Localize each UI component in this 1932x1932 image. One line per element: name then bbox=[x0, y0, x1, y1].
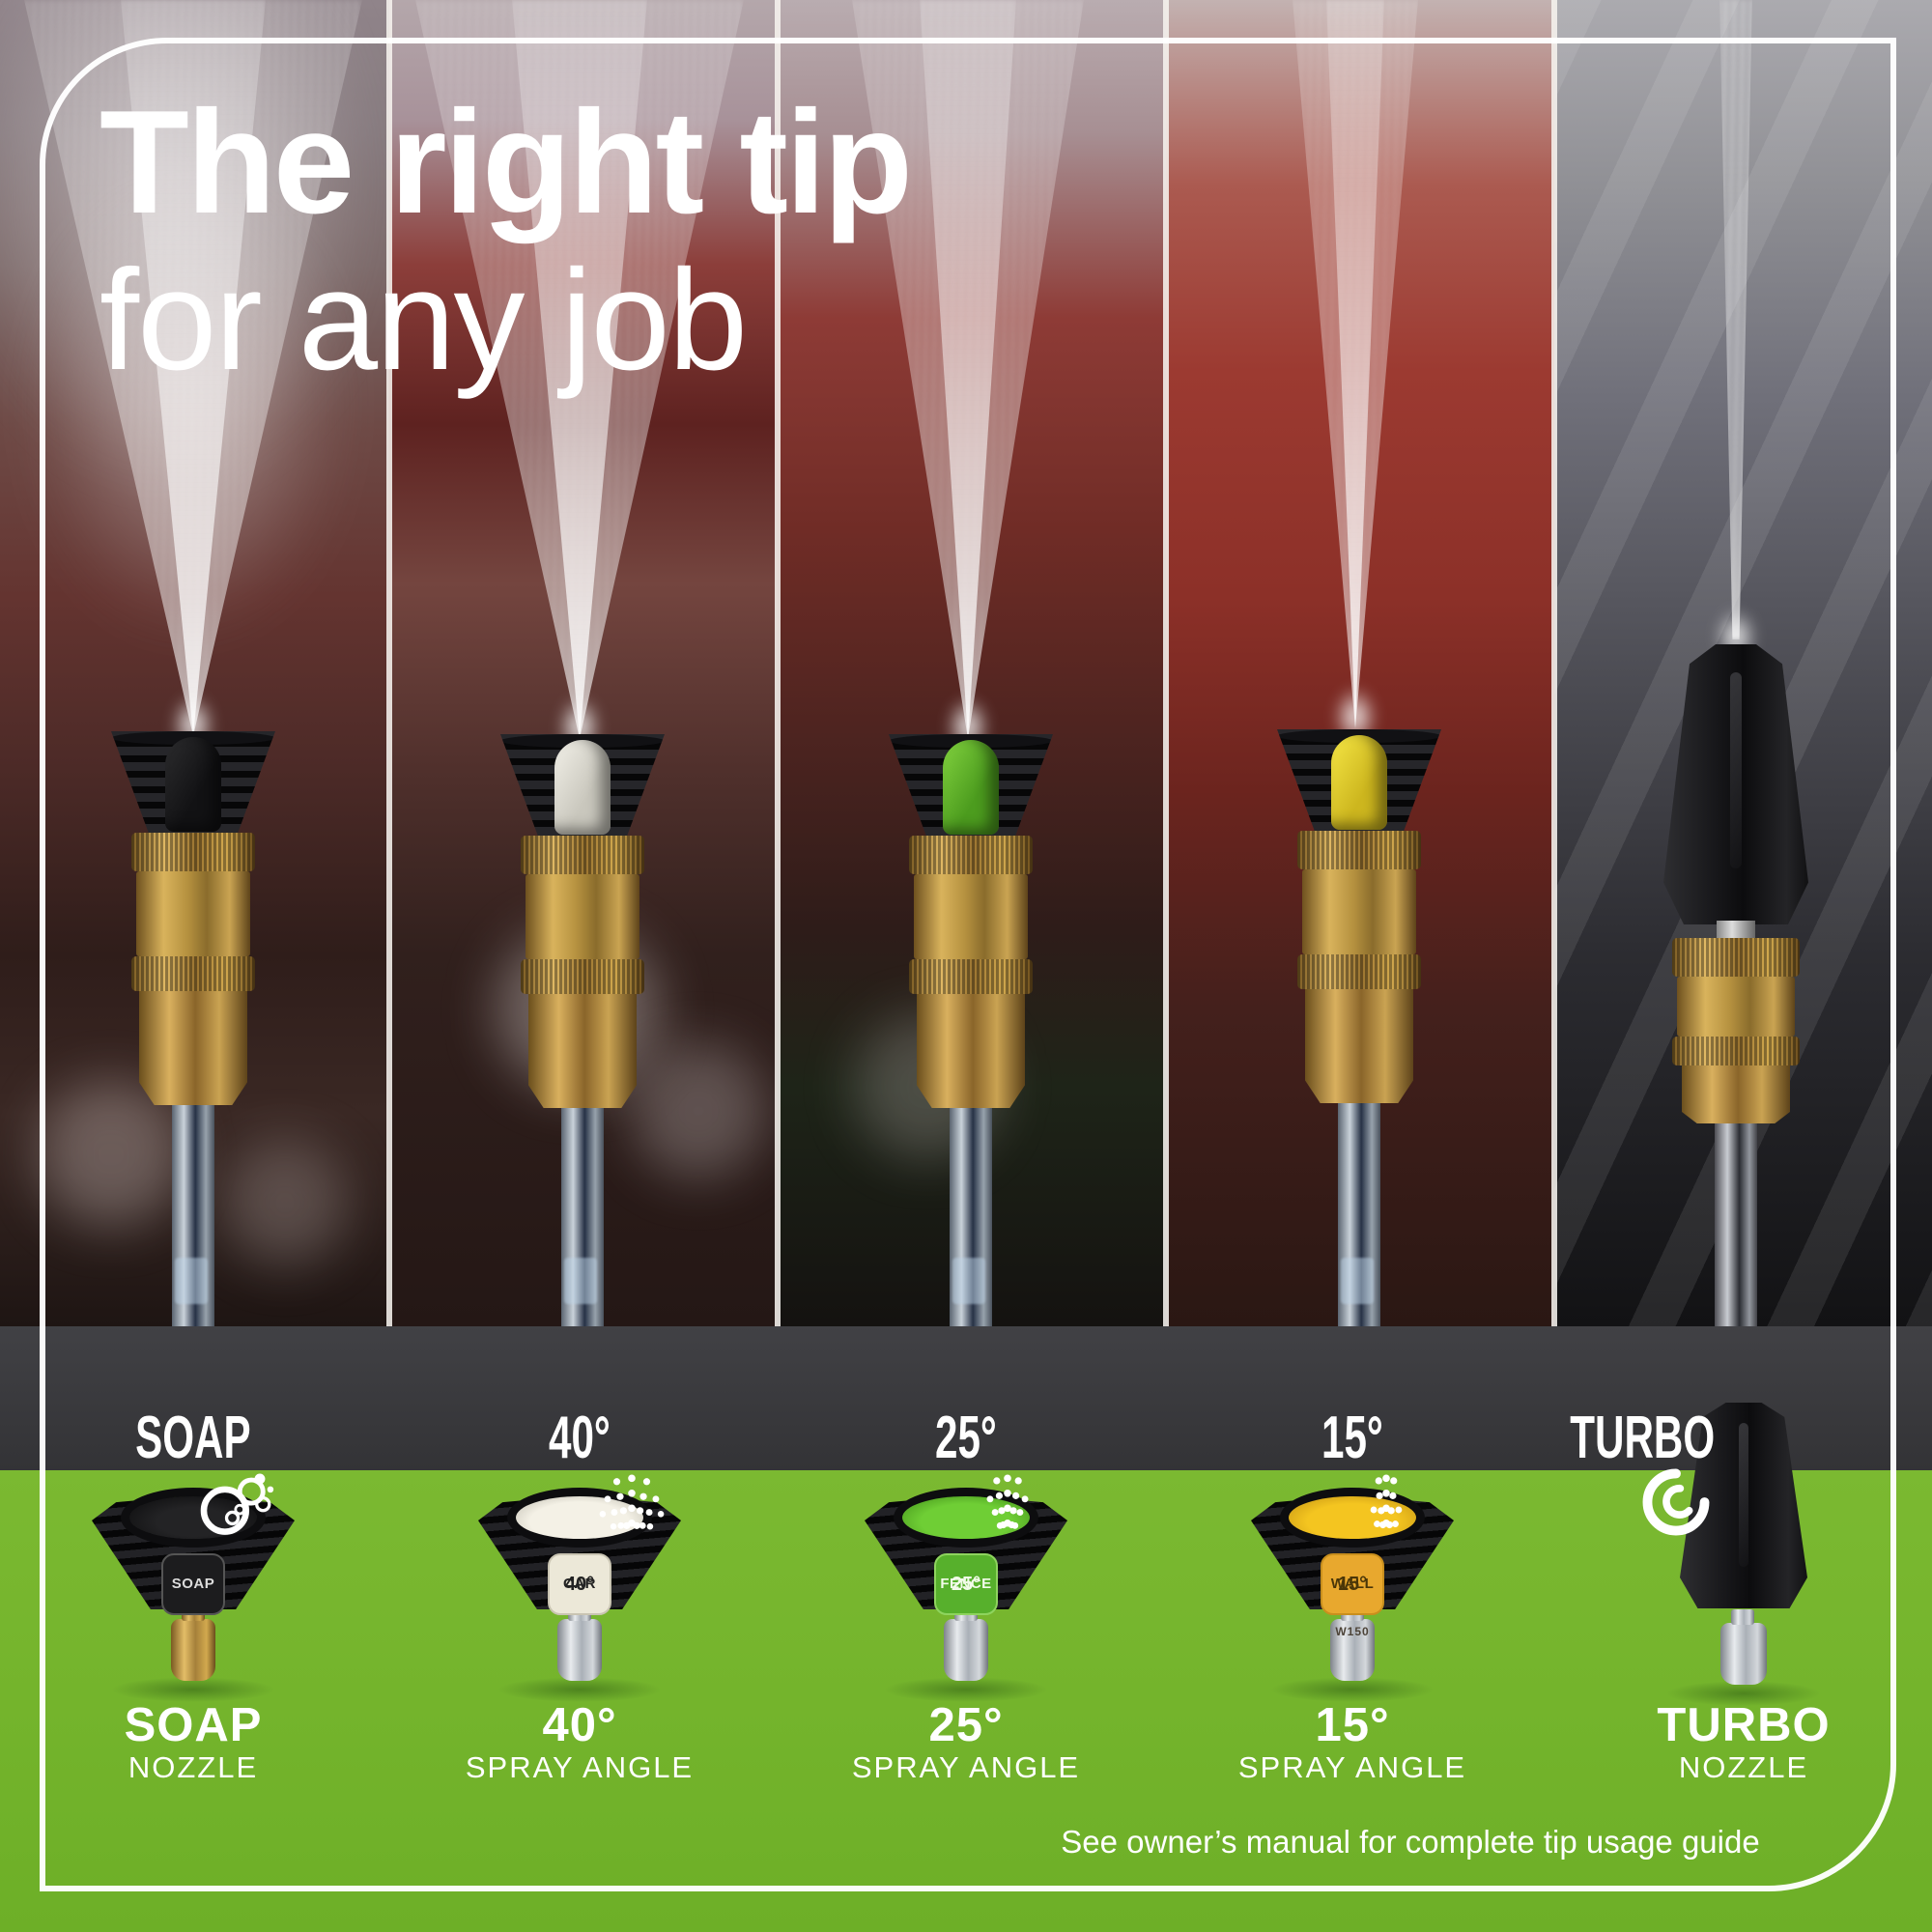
band-column-soap: SOAP bbox=[48, 1333, 338, 1535]
rod-label bbox=[1341, 1258, 1374, 1304]
quick-connect-plug bbox=[1720, 1609, 1767, 1685]
quick-connect-plug bbox=[171, 1605, 215, 1681]
product-type-40: SPRAY ANGLE bbox=[465, 1750, 695, 1784]
rod-label bbox=[564, 1258, 597, 1304]
nozzle-insert-black bbox=[165, 737, 221, 832]
title-line-1: The right tip bbox=[99, 80, 913, 244]
coupler-hex bbox=[528, 994, 637, 1108]
coupler-knurl bbox=[909, 959, 1033, 994]
rod-label bbox=[175, 1258, 208, 1304]
panel-divider bbox=[1551, 0, 1557, 1326]
nozzle-badge: 15° WALL bbox=[1321, 1553, 1384, 1615]
nozzle-opening bbox=[1280, 1488, 1425, 1548]
product-name-40: 40° bbox=[542, 1699, 617, 1751]
band-label-soap: SOAP bbox=[135, 1405, 251, 1471]
coupler-knurl bbox=[131, 833, 255, 871]
badge-line2: CAR bbox=[563, 1576, 596, 1593]
bokeh-blob bbox=[39, 1082, 184, 1227]
coupler-knurl bbox=[131, 956, 255, 991]
coupler-knurl bbox=[1297, 831, 1421, 869]
product-shadow bbox=[1666, 1681, 1821, 1706]
product-shadow bbox=[497, 1677, 662, 1702]
band-column-turbo: TURBO bbox=[1497, 1333, 1787, 1536]
product-type-15: SPRAY ANGLE bbox=[1237, 1750, 1467, 1784]
photo-panel-15 bbox=[1166, 0, 1554, 1326]
coupler-hex bbox=[917, 994, 1025, 1108]
coupler-hex bbox=[1682, 1065, 1790, 1123]
coupler-knurl bbox=[1297, 954, 1421, 989]
product-type-turbo: NOZZLE bbox=[1678, 1750, 1809, 1784]
badge-line1: 25° bbox=[951, 1573, 981, 1595]
nozzle-badge: 25° FENCE bbox=[934, 1553, 998, 1615]
coupler-hex bbox=[1305, 989, 1413, 1103]
band-label-15: 15° bbox=[1321, 1405, 1383, 1471]
product-type-soap: NOZZLE bbox=[128, 1750, 259, 1784]
rod-label bbox=[952, 1258, 985, 1304]
quick-connect-plug bbox=[944, 1605, 988, 1681]
coupler-body bbox=[1302, 869, 1416, 954]
product-name-25: 25° bbox=[928, 1699, 1004, 1751]
coupler-body bbox=[1677, 977, 1795, 1037]
bokeh-blob bbox=[631, 1043, 766, 1179]
badge-line2: WALL bbox=[1330, 1576, 1375, 1593]
product-name-soap: SOAP bbox=[124, 1699, 263, 1751]
turbo-cone bbox=[1663, 644, 1808, 924]
nozzle-opening bbox=[894, 1488, 1038, 1548]
nozzle-opening bbox=[507, 1488, 652, 1548]
panel-divider bbox=[1163, 0, 1169, 1326]
product-type-25: SPRAY ANGLE bbox=[851, 1750, 1081, 1784]
bokeh-blob bbox=[222, 1140, 348, 1265]
band-label-25: 25° bbox=[935, 1405, 997, 1471]
coupler-body bbox=[914, 874, 1028, 959]
nozzle-badge: 40° CAR bbox=[548, 1553, 611, 1615]
coupler-knurl bbox=[521, 836, 644, 874]
quick-connect-plug: W150 bbox=[1330, 1605, 1375, 1681]
badge-line1: 15° bbox=[1337, 1573, 1368, 1595]
coupler-knurl bbox=[521, 959, 644, 994]
lance-rod bbox=[1715, 1123, 1757, 1326]
badge-line2: FENCE bbox=[940, 1576, 992, 1593]
coupler-body bbox=[136, 871, 250, 956]
title-line-2: for any job bbox=[99, 241, 748, 400]
band-column-25: 25° bbox=[821, 1333, 1111, 1529]
coupler-hex bbox=[139, 991, 247, 1105]
coupler-neck bbox=[1717, 921, 1755, 938]
panel-divider bbox=[775, 0, 781, 1326]
footnote: See owner’s manual for complete tip usag… bbox=[1061, 1824, 1760, 1860]
band-label-40: 40° bbox=[549, 1405, 611, 1471]
nozzle-badge: SOAP bbox=[161, 1553, 225, 1615]
photo-panel-soap bbox=[0, 0, 389, 1326]
quick-connect-plug bbox=[557, 1605, 602, 1681]
badge-line2: SOAP bbox=[171, 1576, 215, 1593]
product-name-turbo: TURBO bbox=[1657, 1699, 1831, 1751]
tip-icon-band bbox=[0, 1326, 1932, 1470]
photo-panel-25 bbox=[778, 0, 1166, 1326]
product-shadow bbox=[111, 1677, 275, 1702]
plug-stamp: W150 bbox=[1335, 1625, 1370, 1638]
page-title: The right tip for any job bbox=[99, 80, 913, 400]
nozzle-insert-green bbox=[943, 740, 999, 835]
coupler-body bbox=[526, 874, 639, 959]
product-shadow bbox=[884, 1677, 1048, 1702]
coupler-knurl bbox=[909, 836, 1033, 874]
product-shadow bbox=[1270, 1677, 1435, 1702]
nozzle-insert-yellow bbox=[1331, 735, 1387, 830]
coupler-knurl bbox=[1672, 1037, 1800, 1065]
nozzle-insert-white bbox=[554, 740, 611, 835]
badge-line1: 40° bbox=[564, 1573, 595, 1595]
nozzle-opening bbox=[121, 1488, 266, 1548]
band-label-turbo: TURBO bbox=[1570, 1405, 1715, 1471]
product-name-15: 15° bbox=[1315, 1699, 1390, 1751]
coupler-knurl bbox=[1672, 938, 1800, 977]
band-column-15: 15° bbox=[1208, 1333, 1497, 1529]
band-column-40: 40° bbox=[435, 1333, 724, 1530]
panel-divider bbox=[386, 0, 392, 1326]
